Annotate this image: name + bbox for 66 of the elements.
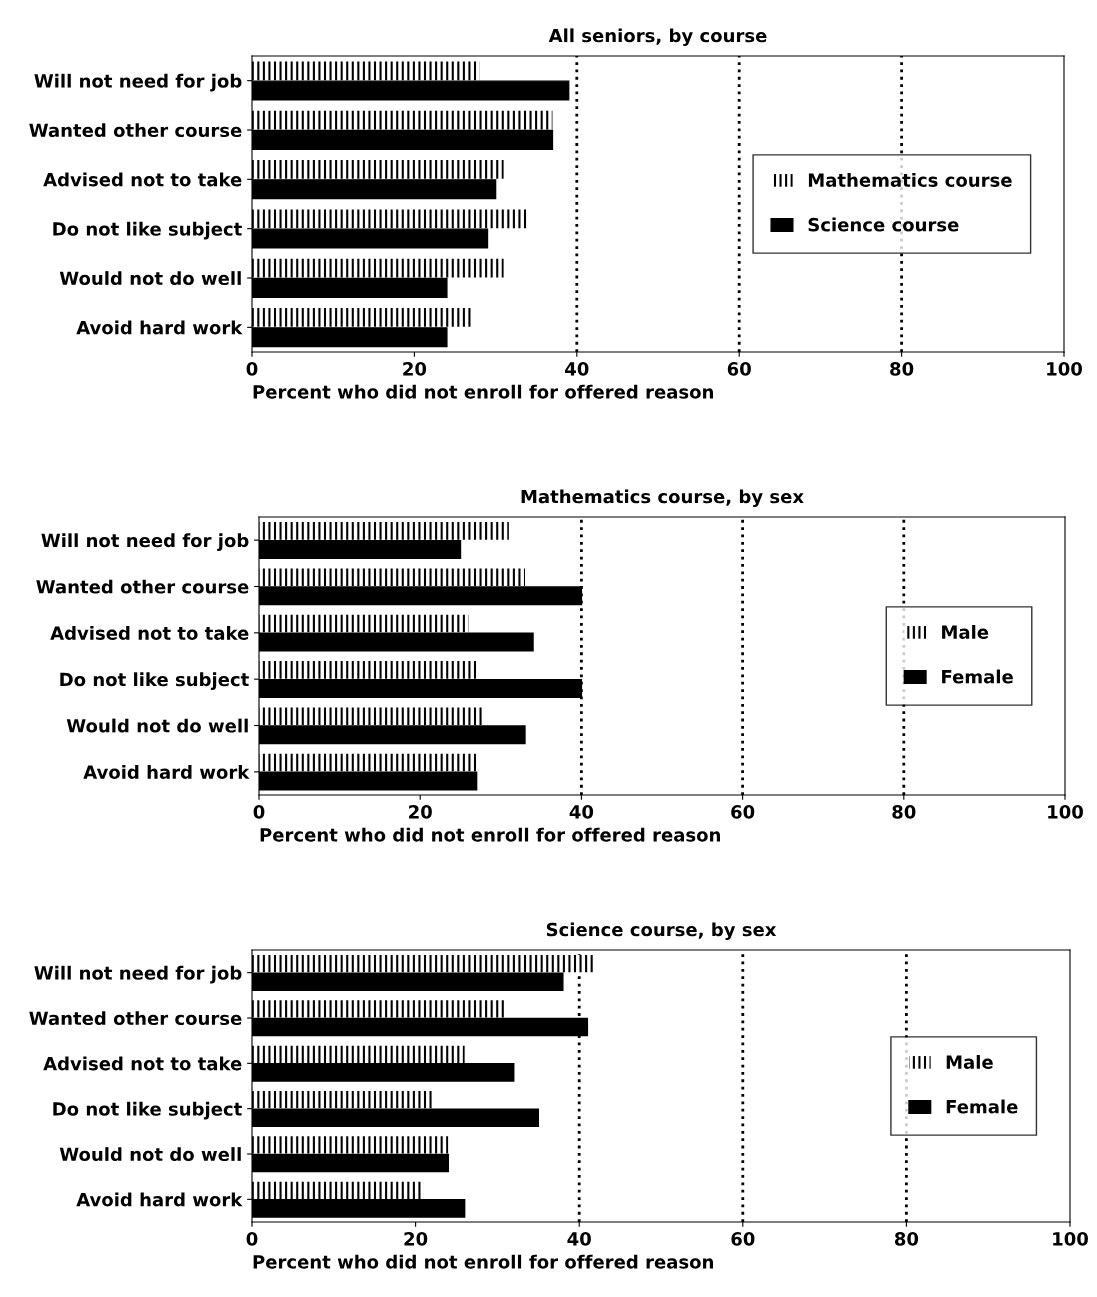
y-tick-label: Would not do well: [66, 718, 248, 733]
x-tick-label: 0: [253, 805, 265, 819]
x-tick-label: 60: [727, 362, 751, 376]
legend-label: Mathematics course: [808, 172, 1012, 187]
x-tick-label: 100: [1048, 805, 1083, 819]
y-tick-label: Would not do well: [59, 1147, 241, 1162]
y-tick-label: Will not need for job: [34, 965, 242, 984]
bar: [252, 954, 596, 973]
chart-title: All seniors, by course: [548, 28, 767, 47]
x-tick-label: 80: [890, 362, 914, 376]
bar: [252, 1181, 424, 1199]
y-tick-label: Do not like subject: [60, 672, 249, 690]
x-tick-label: 60: [731, 805, 755, 819]
bar: [252, 110, 553, 130]
x-tick-label: 40: [565, 362, 589, 376]
bar: [252, 160, 504, 179]
y-tick-label: Would not do well: [59, 271, 241, 286]
bar: [252, 1136, 449, 1154]
bar: [252, 308, 472, 327]
y-tick-label: Do not like subject: [53, 1101, 242, 1120]
x-axis-title: Percent who did not enroll for offered reason: [253, 384, 713, 399]
bar: [252, 1090, 432, 1109]
y-tick-label: Advised not to take: [43, 1056, 242, 1071]
y-tick-label: Avoid hard work: [76, 1192, 243, 1207]
x-tick-label: 40: [567, 1232, 591, 1246]
y-tick-label: Will not need for job: [34, 73, 242, 92]
y-tick-label: Wanted other course: [29, 1011, 242, 1026]
x-tick-label: 20: [403, 362, 427, 376]
y-tick-label: Wanted other course: [29, 123, 242, 138]
y-tick-label: Do not like subject: [53, 221, 242, 240]
x-tick-label: 40: [569, 805, 594, 819]
x-tick-label: 80: [894, 1232, 919, 1246]
x-tick-label: 80: [892, 805, 916, 819]
legend-label: Male: [946, 1054, 993, 1069]
y-tick-label: Advised not to take: [50, 625, 249, 640]
x-tick-label: 20: [409, 805, 432, 819]
legend-label: Male: [942, 624, 989, 639]
bar: [259, 753, 477, 772]
legend-label: Female: [942, 669, 1013, 684]
bar: [252, 258, 504, 278]
bar: [259, 614, 469, 633]
x-tick-label: 0: [246, 1232, 258, 1246]
x-axis-title: Percent who did not enroll for offered reason: [253, 1254, 713, 1269]
legend-label: Female: [946, 1099, 1018, 1114]
bar: [259, 568, 525, 587]
y-tick-label: Avoid hard work: [76, 320, 243, 335]
bar: [259, 661, 477, 679]
y-tick-label: Advised not to take: [43, 172, 242, 187]
chart-title: Mathematics course, by sex: [521, 489, 804, 508]
chart-title: Science course, by sex: [546, 922, 777, 941]
x-axis-title: Percent who did not enroll for offered reason: [260, 827, 720, 842]
x-tick-label: 100: [1053, 1232, 1088, 1246]
x-tick-label: 20: [404, 1232, 428, 1246]
y-tick-label: Wanted other course: [36, 579, 249, 594]
y-tick-label: Avoid hard work: [83, 764, 250, 779]
legend-label: Science course: [808, 217, 959, 232]
bar: [259, 522, 509, 540]
bar: [259, 707, 485, 726]
bar: [252, 61, 480, 81]
x-tick-label: 0: [246, 362, 258, 376]
bar: [252, 1045, 465, 1063]
x-tick-label: 100: [1047, 362, 1082, 376]
x-tick-label: 60: [731, 1232, 755, 1246]
bar: [252, 1000, 506, 1018]
y-tick-label: Will not need for job: [41, 533, 249, 551]
bar: [252, 209, 529, 229]
